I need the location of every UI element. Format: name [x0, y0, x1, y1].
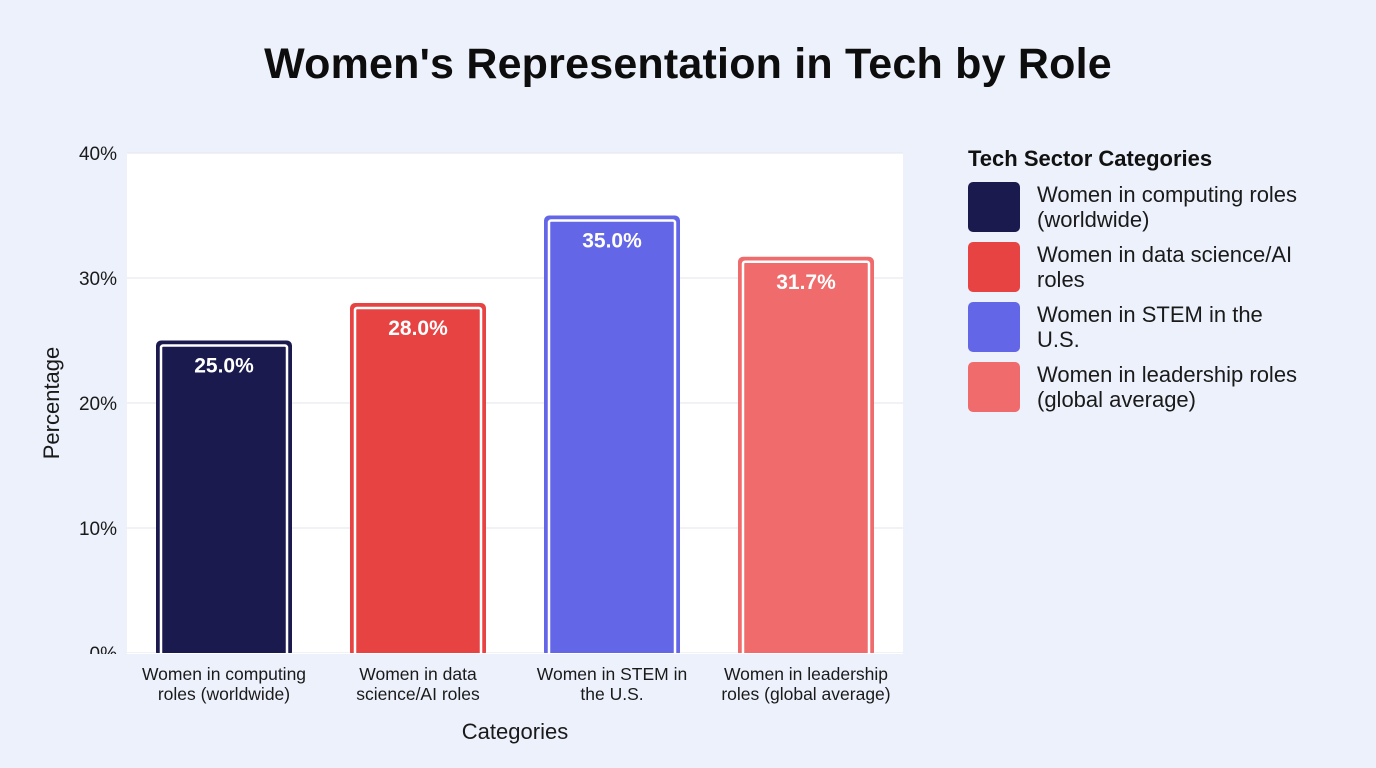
legend-label-line: roles [1037, 267, 1085, 292]
legend-label-line: Women in data science/AI [1037, 242, 1293, 267]
legend-label: Women in STEM in the U.S. [1037, 302, 1263, 352]
bar-value-label: 28.0% [388, 317, 448, 340]
x-tick-label: Women in computing [142, 664, 306, 684]
legend-item: Women in leadership roles (global average… [968, 362, 1348, 412]
legend-label-line: (global average) [1037, 387, 1196, 412]
y-tick-label: 20% [79, 394, 117, 415]
legend-item: Women in data science/AI roles [968, 242, 1348, 292]
legend-items: Women in computing roles (worldwide) Women… [968, 182, 1348, 412]
bar [544, 215, 680, 657]
legend-label: Women in data science/AI roles [1037, 242, 1292, 292]
x-tick-label: roles (worldwide) [158, 684, 290, 704]
bar [738, 256, 874, 657]
x-tick-label: Women in data [359, 664, 477, 684]
chart-title: Women's Representation in Tech by Role [264, 40, 1112, 88]
x-tick-label: the U.S. [580, 684, 643, 704]
bar-value-label: 31.7% [776, 271, 836, 294]
y-tick-label: 30% [79, 269, 117, 290]
bar [350, 303, 486, 657]
x-tick-label: science/AI roles [356, 684, 480, 704]
x-axis-label: Categories [462, 719, 568, 744]
legend-swatch [968, 302, 1020, 352]
legend-item: Women in STEM in the U.S. [968, 302, 1348, 352]
legend-label-line: Women in STEM in the [1037, 302, 1263, 327]
baseline-mask [0, 654, 1376, 660]
legend-label-line: U.S. [1037, 327, 1080, 352]
legend-title: Tech Sector Categories [968, 146, 1213, 171]
legend-swatch [968, 362, 1020, 412]
y-tick-label: 40% [79, 144, 117, 165]
y-axis-ticks: 0%10%20%30%40% [79, 144, 117, 665]
legend-label-line: (worldwide) [1037, 207, 1150, 232]
legend-item: Women in computing roles (worldwide) [968, 182, 1348, 232]
y-tick-label: 10% [79, 519, 117, 540]
bar-value-label: 35.0% [582, 230, 642, 253]
legend-swatch [968, 182, 1020, 232]
y-axis-label: Percentage [39, 347, 64, 460]
legend-label-line: Women in leadership roles [1037, 362, 1298, 387]
legend: Tech Sector Categories Women in computin… [968, 146, 1348, 422]
x-tick-label: roles (global average) [721, 684, 890, 704]
bars: 25.0% 28.0% 35.0% 31.7% [0, 215, 1376, 660]
x-tick-label: Women in leadership [724, 664, 888, 684]
legend-label-line: Women in computing roles [1037, 182, 1298, 207]
bar [156, 340, 292, 657]
bar-value-label: 25.0% [194, 355, 254, 378]
baseline [127, 653, 903, 654]
x-tick-label: Women in STEM in [537, 664, 687, 684]
legend-swatch [968, 242, 1020, 292]
legend-label: Women in leadership roles (global average… [1037, 362, 1297, 412]
legend-label: Women in computing roles (worldwide) [1037, 182, 1297, 232]
